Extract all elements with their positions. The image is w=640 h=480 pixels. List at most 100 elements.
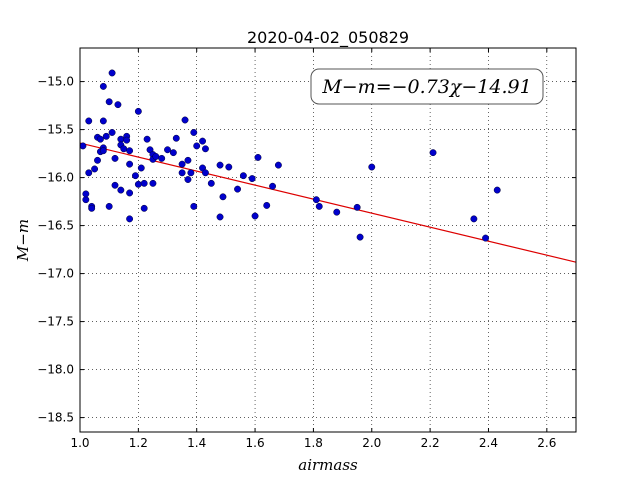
- data-point: [82, 190, 90, 198]
- data-point: [254, 153, 262, 161]
- x-tick-label: 2.6: [537, 436, 556, 450]
- data-point: [85, 117, 93, 125]
- data-point: [88, 204, 96, 212]
- data-point: [140, 179, 148, 187]
- data-point: [315, 202, 323, 210]
- x-tick-label: 1.8: [304, 436, 323, 450]
- data-point: [181, 116, 189, 124]
- data-point: [219, 193, 227, 201]
- data-point: [274, 161, 282, 169]
- data-point: [178, 169, 186, 177]
- data-point: [333, 208, 341, 216]
- data-point: [207, 179, 215, 187]
- x-tick-label: 1.0: [70, 436, 89, 450]
- data-point: [117, 135, 125, 143]
- fit-equation: M−m=−0.73χ−14.91: [321, 76, 531, 98]
- data-point: [429, 149, 437, 157]
- data-point: [202, 169, 209, 177]
- x-tick-label: 2.4: [479, 436, 498, 450]
- plot-frame: [79, 47, 577, 433]
- y-tick-label: −17.5: [37, 315, 74, 329]
- y-tick-label: −18.0: [37, 363, 74, 377]
- data-point: [312, 196, 320, 204]
- data-point: [126, 160, 134, 168]
- data-point: [126, 215, 134, 223]
- data-point: [470, 215, 478, 223]
- data-point: [356, 233, 364, 241]
- y-tick-label: −18.5: [37, 411, 74, 425]
- data-point: [202, 145, 209, 153]
- fit-line-layer: [79, 142, 577, 263]
- data-point: [184, 176, 192, 183]
- data-point: [353, 203, 361, 211]
- fit-line: [79, 142, 577, 263]
- axis-ticks: 1.0 1.2 1.4 1.6 1.8 2.0 2.2 2.4 2.6 −15.0 −15.5 −16…: [37, 48, 576, 450]
- data-point: [169, 149, 177, 157]
- data-point: [143, 135, 151, 143]
- y-tick-label: −15.5: [37, 123, 74, 137]
- data-point: [134, 107, 142, 115]
- data-point: [193, 142, 201, 150]
- x-axis-label: airmass: [298, 456, 358, 474]
- fit-equation-box: M−m=−0.73χ−14.91: [310, 68, 544, 105]
- data-point: [126, 147, 134, 155]
- y-axis-label: M−m: [14, 219, 32, 262]
- data-point: [99, 117, 107, 125]
- data-point: [82, 196, 90, 204]
- data-point: [131, 172, 139, 180]
- y-tick-label: −16.5: [37, 219, 74, 233]
- data-point: [164, 146, 171, 154]
- data-point: [493, 186, 501, 194]
- x-tick-label: 1.6: [246, 436, 265, 450]
- data-point: [225, 163, 233, 171]
- data-point: [248, 175, 256, 183]
- data-point: [117, 186, 125, 194]
- data-point: [216, 213, 224, 221]
- data-point: [190, 129, 198, 136]
- data-point: [158, 154, 166, 162]
- x-tick-label: 1.2: [129, 436, 148, 450]
- data-point: [114, 101, 122, 109]
- data-point: [172, 134, 180, 142]
- data-point: [99, 147, 107, 155]
- data-point: [134, 180, 142, 188]
- data-point: [85, 169, 93, 177]
- data-point: [178, 160, 186, 168]
- data-point: [105, 98, 113, 106]
- data-point: [111, 181, 119, 189]
- data-point: [216, 161, 224, 169]
- data-point: [190, 202, 198, 210]
- data-point: [269, 182, 277, 190]
- plot-area: [80, 48, 576, 432]
- data-points: [79, 69, 501, 242]
- data-point: [239, 172, 247, 180]
- data-point: [140, 204, 148, 212]
- chart-title: 2020-04-02_050829: [247, 28, 409, 48]
- data-point: [96, 135, 104, 143]
- data-point: [123, 136, 131, 144]
- data-point: [137, 164, 145, 172]
- data-point: [126, 189, 134, 197]
- data-point: [99, 82, 107, 90]
- data-point: [199, 137, 206, 145]
- data-point: [94, 156, 101, 164]
- data-point: [368, 163, 376, 171]
- data-point: [105, 202, 113, 210]
- x-tick-label: 2.2: [421, 436, 440, 450]
- x-tick-label: 2.0: [362, 436, 381, 450]
- data-point: [152, 153, 160, 160]
- data-point: [120, 145, 128, 153]
- data-point: [187, 169, 195, 177]
- data-point: [184, 156, 192, 164]
- y-tick-label: −15.0: [37, 75, 74, 89]
- data-point: [108, 129, 116, 136]
- y-tick-label: −17.0: [37, 267, 74, 281]
- data-point: [149, 179, 157, 187]
- annotation-box: [310, 68, 544, 105]
- y-tick-label: −16.0: [37, 171, 74, 185]
- x-tick-label: 1.4: [187, 436, 206, 450]
- data-point: [251, 212, 259, 220]
- data-point: [102, 132, 110, 140]
- data-point: [91, 165, 99, 173]
